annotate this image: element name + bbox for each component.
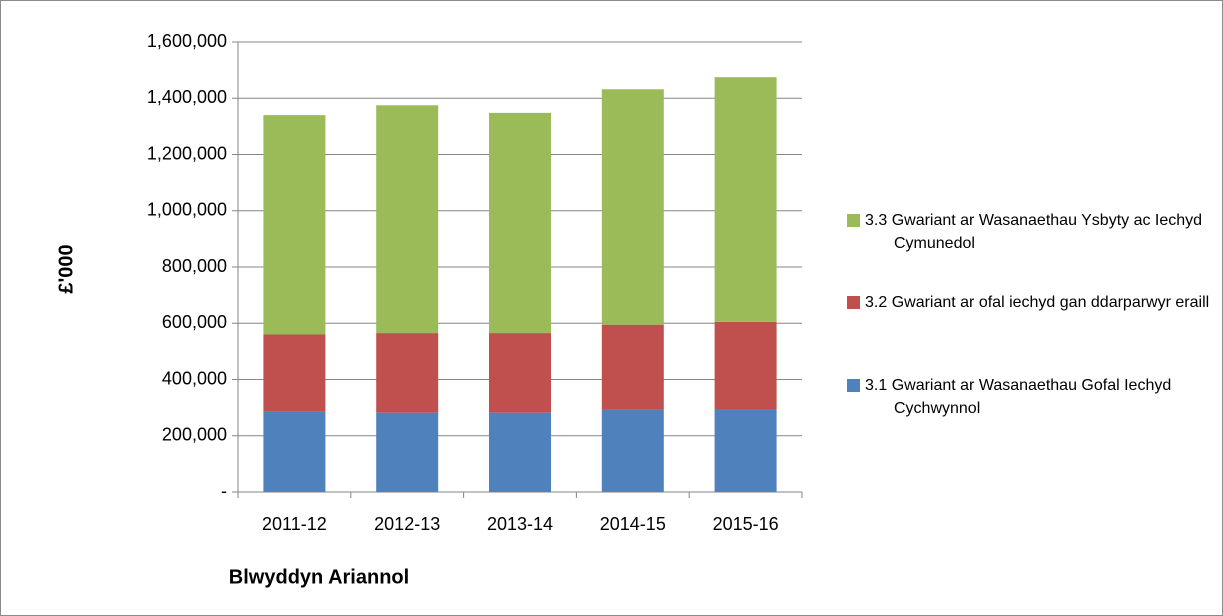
bar-segment [601, 324, 664, 410]
x-tick-label: 2012-13 [374, 514, 440, 534]
y-tick-label: - [221, 481, 227, 501]
bar-segment [263, 115, 326, 335]
legend-swatch [847, 214, 860, 227]
bar-segment [263, 334, 326, 412]
bar-segment [489, 112, 551, 334]
legend-swatch [847, 296, 860, 309]
bar-segment [489, 412, 551, 492]
legend-label: 3.3 Gwariant ar Wasanaethau Ysbyty ac Ie… [865, 212, 1203, 252]
bar-segment [489, 333, 551, 413]
bar-segment [601, 409, 664, 492]
bar-segment [714, 409, 777, 492]
legend-item: 3.3 Gwariant ar Wasanaethau Ysbyty ac Ie… [847, 209, 1222, 255]
bar-segment [376, 105, 439, 334]
y-tick-label: 400,000 [162, 368, 227, 388]
bar-segment [714, 77, 777, 322]
legend-item: 3.1 Gwariant ar Wasanaethau Gofal Iechyd… [847, 374, 1222, 420]
y-tick-label: 1,000,000 [147, 200, 227, 220]
bar-segment [714, 321, 777, 410]
y-axis-title: £'000 [55, 244, 77, 293]
y-tick-label: 800,000 [162, 256, 227, 276]
bar-segment [601, 89, 664, 325]
legend-label: 3.1 Gwariant ar Wasanaethau Gofal Iechyd… [865, 377, 1172, 417]
legend-swatch [847, 379, 860, 392]
x-tick-label: 2011-12 [262, 514, 327, 534]
y-tick-label: 1,600,000 [147, 31, 227, 51]
bar-segment [376, 412, 439, 492]
x-tick-label: 2015-16 [713, 514, 779, 534]
x-tick-label: 2014-15 [600, 514, 666, 534]
y-tick-label: 1,400,000 [147, 87, 227, 107]
legend-item: 3.2 Gwariant ar ofal iechyd gan ddarparw… [847, 291, 1222, 314]
y-tick-label: 1,200,000 [147, 143, 227, 163]
y-tick-label: 200,000 [162, 425, 227, 445]
x-tick-label: 2013-14 [487, 514, 553, 534]
legend-label: 3.2 Gwariant ar ofal iechyd gan ddarparw… [865, 294, 1210, 311]
bar-segment [376, 333, 439, 413]
x-axis-title: Blwyddyn Ariannol [229, 566, 409, 588]
y-tick-label: 600,000 [162, 312, 227, 332]
bar-segment [263, 411, 326, 492]
